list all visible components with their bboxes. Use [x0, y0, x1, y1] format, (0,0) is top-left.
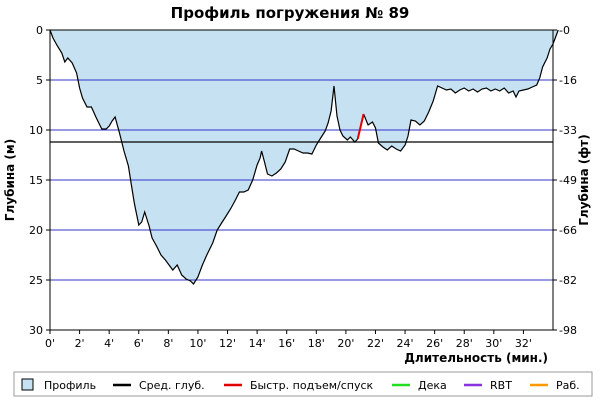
profile-line-layer — [49, 29, 559, 285]
profile-area — [50, 30, 559, 284]
y-left-tick-label: 30 — [29, 324, 43, 337]
x-tick-label: 24' — [397, 337, 414, 350]
fast-ascent-segment — [356, 113, 365, 140]
x-tick-label: 22' — [367, 337, 384, 350]
y-axis-left-label: Глубина (м) — [3, 139, 17, 221]
y-axis-right-ticks: -0 -16 -33 -49 -66 -82 -98 — [553, 24, 577, 337]
x-tick-label: 26' — [426, 337, 443, 350]
x-tick-label: 32' — [515, 337, 532, 350]
x-axis-label: Длительность (мин.) — [404, 351, 548, 365]
x-tick-label: 6' — [134, 337, 144, 350]
x-tick-label: 16' — [278, 337, 295, 350]
legend-label: Быстр. подъем/спуск — [250, 379, 374, 392]
legend-label: Раб. — [556, 379, 580, 392]
y-left-tick-label: 10 — [29, 124, 43, 137]
legend-label: Дека — [418, 379, 447, 392]
y-right-tick-label: -33 — [559, 124, 577, 137]
x-tick-label: 18' — [308, 337, 325, 350]
y-left-tick-label: 5 — [36, 74, 43, 87]
legend: Профиль Сред. глуб. Быстр. подъем/спуск Дек… — [13, 371, 593, 397]
y-right-tick-label: -98 — [559, 324, 577, 337]
y-right-tick-label: -0 — [559, 24, 570, 37]
y-axis-right-label: Глубина (фт) — [577, 134, 591, 225]
x-tick-label: 8' — [163, 337, 173, 350]
chart-title: Профиль погружения № 89 — [171, 4, 410, 22]
x-tick-label: 14' — [249, 337, 266, 350]
legend-box — [13, 371, 593, 397]
y-right-tick-label: -16 — [559, 74, 577, 87]
x-tick-label: 12' — [219, 337, 236, 350]
profile-area-layer — [50, 30, 559, 284]
y-axis-left-ticks: 0 5 10 15 20 25 30 — [29, 24, 50, 337]
x-tick-label: 20' — [337, 337, 354, 350]
grid-layer — [50, 79, 553, 281]
profile-line — [49, 29, 359, 285]
legend-label: Профиль — [44, 379, 96, 392]
y-right-tick-label: -49 — [559, 174, 577, 187]
y-left-tick-label: 25 — [29, 274, 43, 287]
x-tick-label: 30' — [485, 337, 502, 350]
x-tick-label: 2' — [75, 337, 85, 350]
x-tick-label: 4' — [104, 337, 114, 350]
y-right-tick-label: -66 — [559, 224, 577, 237]
y-right-tick-label: -82 — [559, 274, 577, 287]
y-left-tick-label: 15 — [29, 174, 43, 187]
profile-line-after — [363, 29, 559, 152]
legend-label: Сред. глуб. — [139, 379, 205, 392]
x-axis-ticks: 0' 2' 4' 6' 8' 10' 12' 14' 16' 18' 20' 22' 24' 26' 28'… — [45, 330, 532, 350]
legend-label: RBT — [490, 379, 512, 392]
legend-swatch-profile — [21, 378, 34, 391]
y-left-tick-label: 0 — [36, 24, 43, 37]
x-tick-label: 10' — [189, 337, 206, 350]
x-tick-label: 0' — [45, 337, 55, 350]
y-left-tick-label: 20 — [29, 224, 43, 237]
x-tick-label: 28' — [456, 337, 473, 350]
